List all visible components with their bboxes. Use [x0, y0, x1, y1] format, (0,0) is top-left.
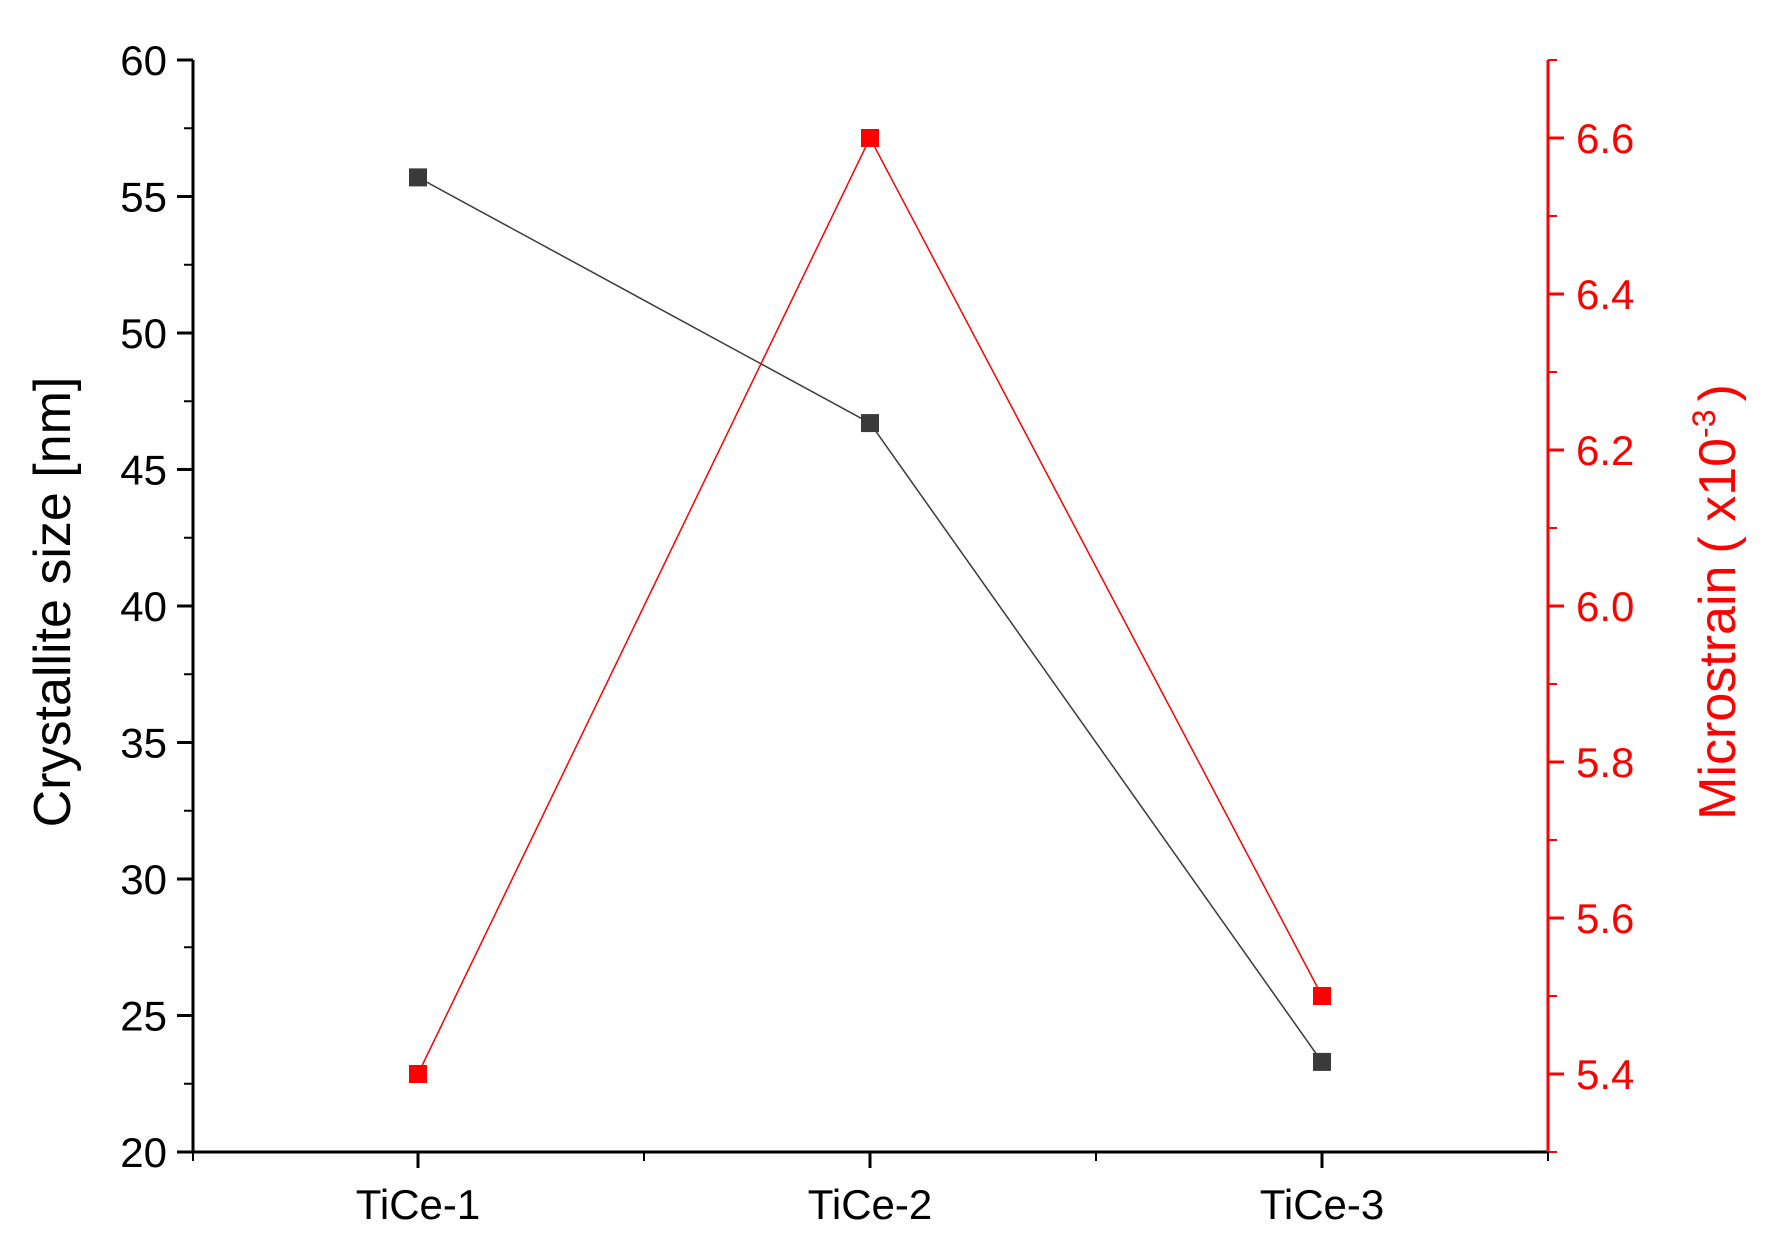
y2-tick-label: 5.6: [1576, 895, 1634, 942]
y2-axis-title-exponent: -3: [1686, 410, 1722, 438]
y2-axis-title: Microstrain ( x10-3): [1686, 384, 1747, 820]
series-line-1: [417, 136, 1323, 1075]
x-tick-label: TiCe-2: [808, 1181, 932, 1228]
data-point: [409, 1065, 427, 1083]
data-point: [1313, 1052, 1331, 1071]
x-tick-label: TiCe-1: [356, 1181, 480, 1228]
data-point: [1313, 987, 1331, 1005]
y2-tick-label: 5.4: [1576, 1051, 1634, 1098]
y2-axis-title-text: Microstrain: [1689, 566, 1747, 820]
y-tick-label: 45: [120, 447, 167, 494]
y-tick-label: 20: [120, 1129, 167, 1176]
series-line-0: [417, 176, 1323, 1063]
y-tick-label: 50: [120, 310, 167, 357]
data-point: [409, 168, 427, 187]
series-group: [409, 129, 1331, 1083]
y-axis-title: Crystallite size [nm]: [24, 377, 82, 828]
y2-tick-label: 5.8: [1576, 739, 1634, 786]
y-tick-label: 25: [120, 993, 167, 1040]
axes: 20 25 30 35 40 45 50 55 60 5.4 5.6 5.8 6.0 6.2 6.4 6.6 T…: [120, 37, 1634, 1228]
y-tick-label: 30: [120, 856, 167, 903]
y-tick-label: 40: [120, 583, 167, 630]
y2-axis-title-unit: ( x10: [1689, 438, 1747, 554]
y2-tick-label: 6.2: [1576, 427, 1634, 474]
y-tick-label: 60: [120, 37, 167, 84]
y2-tick-label: 6.4: [1576, 271, 1634, 318]
y-tick-label: 55: [120, 174, 167, 221]
data-point: [861, 414, 879, 433]
data-point: [861, 129, 879, 147]
y2-tick-label: 6.0: [1576, 583, 1634, 630]
x-tick-label: TiCe-3: [1260, 1181, 1384, 1228]
y2-axis-title-close: ): [1689, 384, 1747, 401]
y-tick-label: 35: [120, 720, 167, 767]
y2-tick-label: 6.6: [1576, 115, 1634, 162]
